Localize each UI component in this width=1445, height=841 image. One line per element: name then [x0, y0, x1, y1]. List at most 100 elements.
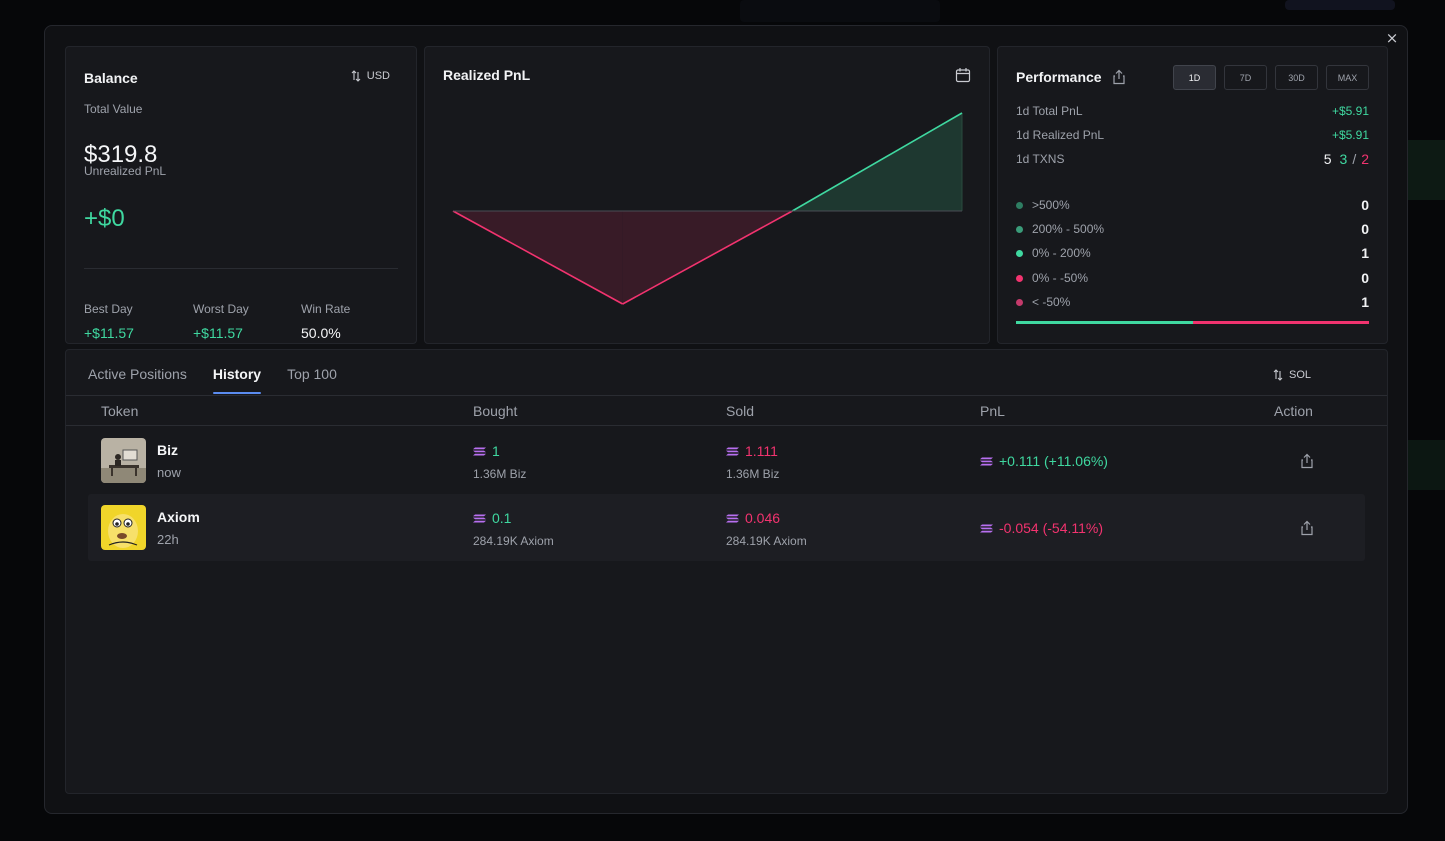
bucket-count: 0 — [1361, 197, 1369, 213]
share-icon[interactable] — [1300, 453, 1314, 469]
realized-pnl-row: 1d Realized PnL +$5.91 — [1016, 126, 1369, 144]
share-icon[interactable] — [1300, 520, 1314, 536]
column-header-sold: Sold — [726, 403, 755, 419]
bought-token-amount: 284.19K Axiom — [473, 534, 554, 548]
txns-sells: 2 — [1361, 151, 1369, 167]
bucket-label: >500% — [1032, 198, 1070, 212]
background-bar — [1285, 0, 1395, 10]
range-button-1d[interactable]: 1D — [1173, 65, 1216, 90]
pnl-area-segment — [622, 211, 793, 304]
sold-token-amount: 284.19K Axiom — [726, 534, 807, 548]
pnl-value: +0.111 (+11.06%) — [980, 453, 1108, 469]
solana-icon — [726, 447, 739, 455]
bucket-label: 0% - 200% — [1032, 246, 1091, 260]
divider — [84, 268, 398, 269]
range-button-max[interactable]: MAX — [1326, 65, 1369, 90]
unrealized-pnl-label: Unrealized PnL — [84, 164, 167, 178]
total-pnl-value: +$5.91 — [1331, 104, 1369, 118]
txns-separator: / — [1352, 151, 1357, 167]
bucket-label: < -50% — [1032, 295, 1071, 309]
bucket-count: 1 — [1361, 294, 1369, 310]
total-pnl-row: 1d Total PnL +$5.91 — [1016, 102, 1369, 120]
realized-pnl-chart — [452, 112, 963, 305]
balance-card: Balance USD Total Value $319.8 Unrealize… — [65, 46, 417, 344]
best-day-label: Best Day — [84, 302, 133, 316]
sold-amount: 0.046 — [726, 510, 780, 526]
txns-buys: 3 — [1339, 151, 1348, 167]
bucket-row: < -50% 1 — [1016, 293, 1369, 311]
calendar-icon[interactable] — [955, 67, 971, 83]
token-avatar-axiom — [101, 505, 146, 550]
solana-icon — [473, 447, 486, 455]
token-avatar-biz — [101, 438, 146, 483]
worst-day-label: Worst Day — [193, 302, 249, 316]
loss-bar-segment — [1192, 321, 1369, 324]
pnl-line-segment — [622, 210, 793, 305]
background-bar — [740, 0, 940, 22]
token-name[interactable]: Biz — [157, 442, 178, 458]
token-age: 22h — [157, 532, 179, 547]
txns-label: 1d TXNS — [1016, 152, 1065, 166]
currency-toggle-button[interactable]: SOL — [1273, 369, 1311, 381]
swap-icon — [351, 70, 361, 82]
bucket-label: 0% - -50% — [1032, 271, 1089, 285]
column-header-token: Token — [101, 403, 139, 419]
share-icon[interactable] — [1112, 69, 1126, 85]
currency-label: SOL — [1288, 369, 1311, 381]
pnl-text: -0.054 (-54.11%) — [999, 520, 1104, 536]
bucket-dot — [1016, 201, 1023, 209]
solana-icon — [980, 524, 993, 532]
bought-value: 0.1 — [492, 510, 512, 526]
performance-title: Performance — [1016, 69, 1102, 85]
column-header-bought: Bought — [473, 403, 518, 419]
bought-value: 1 — [492, 443, 500, 459]
background-panel — [1405, 440, 1445, 490]
close-button[interactable]: × — [1385, 29, 1399, 47]
bucket-row: >500% 0 — [1016, 196, 1369, 214]
bucket-row: 200% - 500% 0 — [1016, 220, 1369, 238]
bucket-dot — [1016, 225, 1023, 233]
token-age: now — [157, 465, 181, 480]
win-loss-bar — [1016, 321, 1369, 324]
bucket-count: 0 — [1361, 270, 1369, 286]
pnl-line-segment — [791, 112, 963, 212]
tab-active-positions[interactable]: Active Positions — [88, 366, 187, 382]
background-panel — [1405, 140, 1445, 200]
bucket-dot — [1016, 249, 1023, 257]
bucket-dot — [1016, 274, 1023, 282]
tab-top-100[interactable]: Top 100 — [287, 366, 337, 382]
realized-pnl-card: Realized PnL — [424, 46, 990, 344]
column-header-pnl: PnL — [980, 403, 1005, 419]
bucket-row: 0% - 200% 1 — [1016, 244, 1369, 262]
tab-history[interactable]: History — [212, 366, 262, 394]
bucket-row: 0% - -50% 0 — [1016, 269, 1369, 287]
solana-icon — [980, 457, 993, 465]
positions-tabs: Active Positions History Top 100 — [88, 366, 337, 394]
txns-row: 1d TXNS 5 3/2 — [1016, 150, 1369, 168]
balance-title: Balance — [84, 70, 138, 86]
table-row[interactable]: Biz now 1 1.36M Biz 1.111 1.36M Biz +0.1… — [88, 427, 1365, 494]
win-rate-value: 50.0% — [301, 325, 341, 341]
sold-value: 0.046 — [745, 510, 781, 526]
pnl-value: -0.054 (-54.11%) — [980, 520, 1103, 536]
range-button-30d[interactable]: 30D — [1275, 65, 1318, 90]
table-row[interactable]: Axiom 22h 0.1 284.19K Axiom 0.046 284.19… — [88, 494, 1365, 561]
txns-values: 5 3/2 — [1324, 151, 1369, 167]
solana-icon — [473, 514, 486, 522]
realized-pnl-value: +$5.91 — [1331, 128, 1369, 142]
range-button-7d[interactable]: 7D — [1224, 65, 1267, 90]
bought-amount: 1 — [473, 443, 500, 459]
realized-pnl-title: Realized PnL — [443, 67, 531, 83]
table-header: Token Bought Sold PnL Action — [66, 396, 1387, 426]
currency-toggle-button[interactable]: USD — [351, 70, 390, 82]
realized-pnl-label: 1d Realized PnL — [1016, 128, 1105, 142]
pnl-text: +0.111 (+11.06%) — [999, 453, 1108, 469]
currency-label: USD — [366, 70, 390, 82]
pnl-line-segment — [452, 210, 624, 305]
bucket-label: 200% - 500% — [1032, 222, 1105, 236]
unrealized-pnl-value: +$0 — [84, 205, 125, 232]
token-name[interactable]: Axiom — [157, 509, 200, 525]
positions-card: Active Positions History Top 100 SOL Tok… — [65, 349, 1388, 794]
bucket-dot — [1016, 298, 1023, 306]
best-day-value: +$11.57 — [84, 325, 134, 341]
